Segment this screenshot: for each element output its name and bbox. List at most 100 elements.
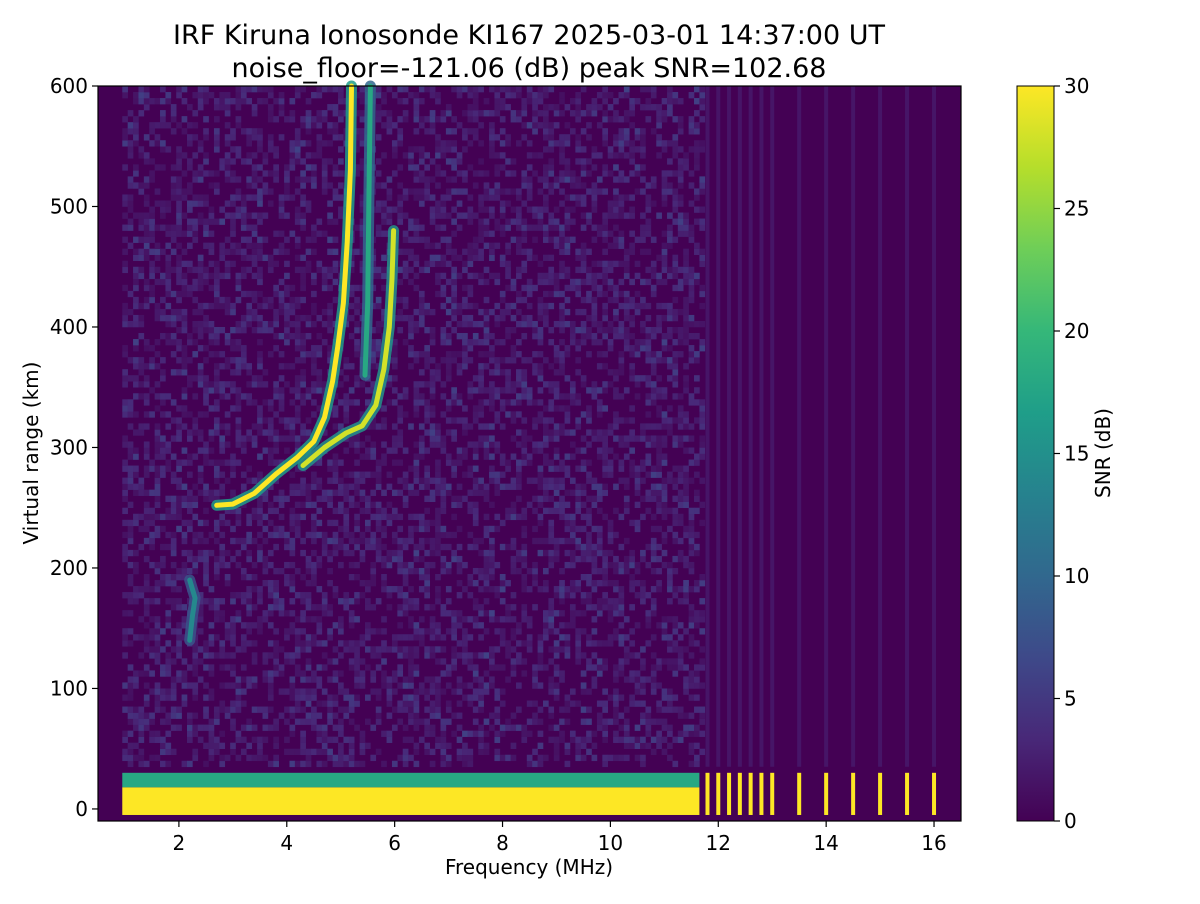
noise-cell bbox=[553, 182, 560, 189]
noise-cell bbox=[370, 453, 377, 460]
noise-cell bbox=[623, 302, 630, 310]
noise-cell bbox=[181, 634, 188, 641]
noise-cell bbox=[602, 760, 609, 768]
noise-cell bbox=[122, 489, 128, 496]
noise-cell bbox=[521, 459, 528, 466]
noise-cell bbox=[294, 176, 301, 183]
noise-cell bbox=[521, 224, 528, 231]
noise-cell bbox=[343, 483, 350, 490]
noise-cell bbox=[435, 200, 441, 207]
noise-cell bbox=[548, 218, 555, 225]
noise-cell bbox=[526, 622, 533, 629]
noise-cell bbox=[397, 610, 404, 617]
noise-cell bbox=[375, 266, 382, 274]
noise-cell bbox=[499, 405, 506, 412]
noise-cell bbox=[170, 694, 177, 701]
noise-cell bbox=[267, 200, 274, 207]
noise-cell bbox=[472, 92, 479, 99]
noise-cell bbox=[160, 110, 166, 117]
noise-cell bbox=[607, 230, 614, 237]
noise-cell bbox=[586, 537, 592, 545]
noise-cell bbox=[354, 459, 360, 466]
noise-cell bbox=[251, 314, 258, 322]
noise-cell bbox=[435, 531, 441, 539]
noise-cell bbox=[262, 417, 269, 424]
noise-cell bbox=[445, 567, 452, 575]
noise-cell bbox=[542, 628, 549, 635]
noise-cell bbox=[127, 152, 134, 159]
noise-cell bbox=[580, 754, 587, 762]
noise-cell bbox=[154, 423, 161, 430]
noise-cell bbox=[364, 507, 371, 515]
noise-cell bbox=[510, 561, 517, 569]
noise-cell bbox=[143, 176, 150, 183]
noise-cell bbox=[548, 531, 555, 539]
noise-cell bbox=[548, 483, 555, 490]
noise-cell bbox=[553, 465, 560, 472]
noise-cell bbox=[321, 736, 328, 743]
noise-cell bbox=[246, 754, 253, 762]
noise-cell bbox=[542, 495, 549, 502]
noise-cell bbox=[607, 369, 614, 376]
noise-cell bbox=[160, 718, 166, 725]
noise-cell bbox=[138, 730, 145, 737]
noise-cell bbox=[273, 604, 279, 611]
noise-cell bbox=[176, 622, 182, 629]
noise-cell bbox=[408, 622, 414, 629]
noise-cell bbox=[537, 176, 544, 183]
noise-cell bbox=[575, 146, 582, 153]
noise-cell bbox=[327, 736, 333, 743]
noise-cell bbox=[284, 176, 290, 183]
noise-cell bbox=[338, 158, 344, 165]
noise-cell bbox=[629, 736, 635, 743]
noise-cell bbox=[230, 459, 236, 466]
noise-cell bbox=[203, 459, 209, 466]
noise-cell bbox=[478, 682, 484, 689]
noise-cell bbox=[505, 604, 511, 611]
noise-cell bbox=[327, 754, 333, 762]
noise-cell bbox=[613, 206, 619, 213]
noise-cell bbox=[170, 628, 177, 635]
noise-cell bbox=[516, 567, 522, 575]
noise-cell bbox=[375, 471, 382, 478]
noise-cell bbox=[311, 471, 317, 478]
noise-cell bbox=[294, 592, 301, 599]
noise-cell bbox=[311, 573, 317, 581]
noise-cell bbox=[338, 92, 344, 99]
noise-cell bbox=[138, 483, 145, 490]
noise-cell bbox=[213, 634, 220, 641]
noise-cell bbox=[418, 477, 425, 484]
noise-cell bbox=[203, 387, 209, 394]
noise-cell bbox=[418, 122, 425, 129]
noise-cell bbox=[564, 224, 571, 231]
noise-cell bbox=[602, 664, 609, 671]
noise-cell bbox=[122, 164, 128, 171]
noise-cell bbox=[311, 387, 317, 394]
noise-cell bbox=[278, 598, 285, 605]
noise-cell bbox=[311, 694, 317, 701]
noise-cell bbox=[575, 182, 582, 189]
noise-cell bbox=[262, 567, 269, 575]
noise-cell bbox=[186, 724, 193, 731]
noise-cell bbox=[462, 640, 468, 647]
noise-cell bbox=[354, 92, 360, 99]
noise-cell bbox=[176, 405, 182, 412]
noise-cell bbox=[213, 610, 220, 617]
noise-cell bbox=[251, 435, 258, 442]
noise-cell bbox=[284, 170, 290, 177]
noise-cell bbox=[521, 314, 528, 322]
noise-cell bbox=[548, 519, 555, 527]
noise-cell bbox=[160, 116, 166, 123]
noise-cell bbox=[596, 604, 603, 611]
noise-cell bbox=[553, 549, 560, 557]
noise-cell bbox=[596, 567, 603, 575]
noise-cell bbox=[526, 435, 533, 442]
noise-cell bbox=[332, 260, 339, 268]
noise-cell bbox=[510, 742, 517, 750]
noise-cell bbox=[170, 188, 177, 195]
noise-cell bbox=[510, 314, 517, 322]
noise-cell bbox=[154, 302, 161, 310]
noise-cell bbox=[154, 351, 161, 358]
noise-cell bbox=[273, 742, 279, 750]
noise-cell bbox=[240, 320, 247, 328]
